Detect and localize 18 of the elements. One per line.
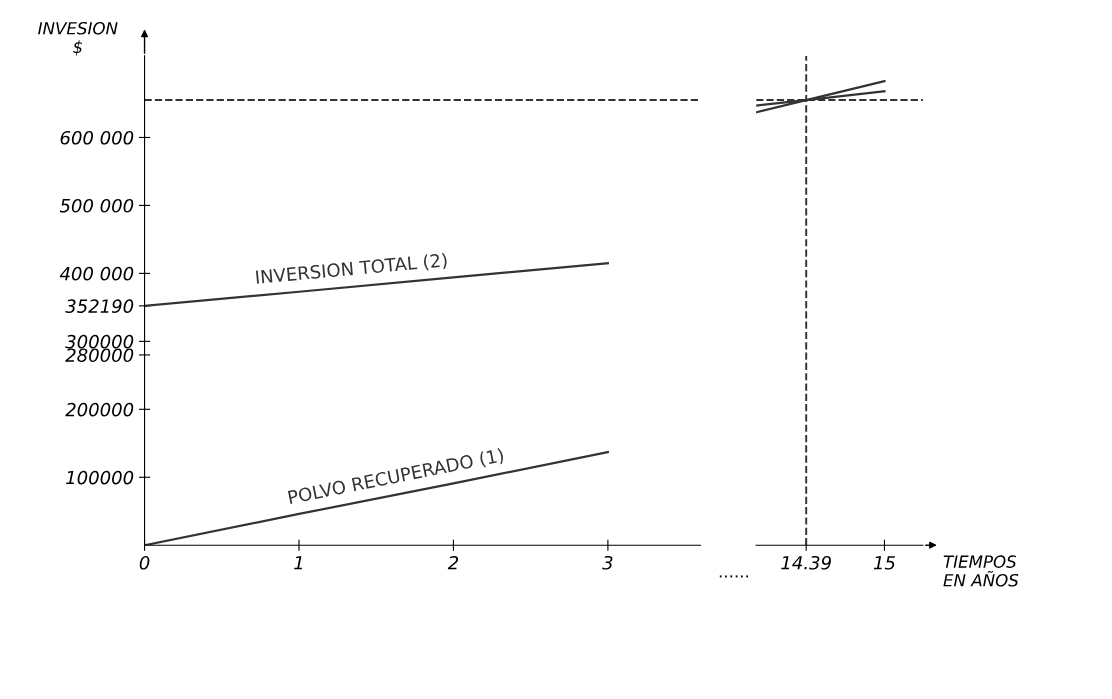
x-axis-title: TIEMPOS EN AÑOS — [943, 555, 1019, 587]
text: ...... — [719, 575, 749, 578]
y-tick-label: 200000 — [65, 402, 134, 417]
x-tick-label: 14.39 — [781, 555, 831, 570]
x-tick-label: 3 — [602, 555, 613, 570]
x-tick-label: 0 — [139, 555, 150, 570]
text: INVERSION TOTAL (2) — [255, 252, 448, 287]
y-tick-label: 280000 — [65, 348, 134, 363]
y-tick-label: 352190 — [65, 299, 134, 313]
x-tick-label: 15 — [873, 556, 895, 570]
y-tick-label: 400 000 — [59, 266, 134, 281]
y-axis-title: INVESION $ — [38, 21, 118, 56]
y-tick-label: 500 000 — [59, 198, 134, 213]
y-tick-label: 600 000 — [60, 130, 134, 145]
y-tick-label: 300000 — [65, 334, 134, 349]
x-tick-label: 2 — [447, 555, 459, 570]
x-tick-label: 1 — [294, 556, 303, 570]
y-tick-label: 100000 — [66, 470, 134, 485]
